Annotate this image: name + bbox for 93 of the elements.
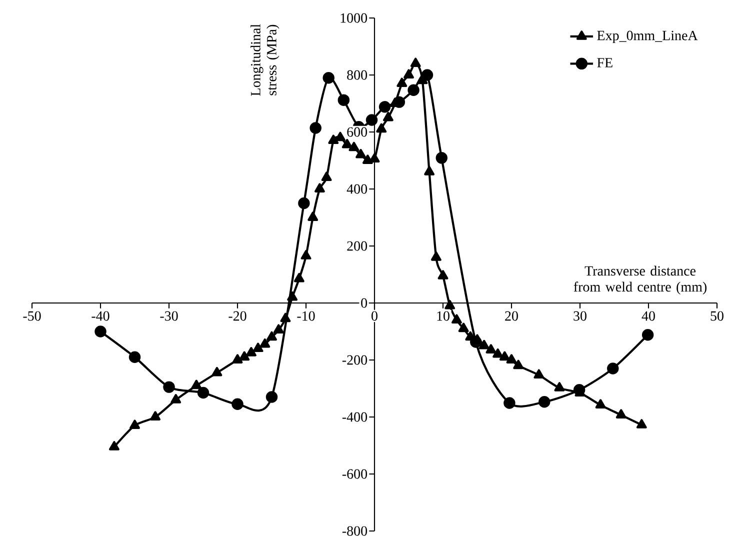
point (232, 354, 243, 364)
point (378, 101, 391, 113)
point (342, 138, 352, 148)
x-tick-label: 30 (574, 311, 586, 321)
point (246, 346, 256, 356)
point (408, 84, 420, 96)
point (616, 409, 626, 418)
point (94, 326, 106, 338)
x-tick-label: -20 (228, 311, 246, 321)
point (287, 291, 298, 301)
point (506, 354, 517, 364)
point (170, 394, 182, 404)
x-tick-label: 50 (710, 311, 724, 321)
y-tick-label: -800 (342, 526, 368, 536)
point (470, 336, 482, 348)
point (280, 312, 291, 322)
point (150, 411, 161, 420)
y-tick-label: 400 (346, 184, 368, 194)
point (197, 386, 210, 399)
point (191, 380, 202, 390)
point (308, 212, 318, 221)
point (538, 396, 550, 408)
point (294, 272, 304, 282)
point (239, 351, 250, 361)
y-tick-label: 0 (361, 298, 368, 308)
y-tick-label: 600 (347, 127, 368, 137)
point (310, 122, 322, 134)
legend-label: Exp_0mm_LineA (597, 30, 698, 44)
y-tick-label: 800 (347, 70, 368, 80)
point (338, 94, 350, 106)
x-tick-label: 40 (642, 311, 655, 321)
y-axis-title: Longitudinal stress (MPa) (250, 24, 280, 96)
y-tick-label: -200 (342, 355, 368, 365)
point (130, 420, 140, 430)
point (424, 166, 435, 176)
point (504, 397, 516, 409)
point (335, 132, 346, 142)
x-tick-label: 10 (437, 311, 450, 321)
point (266, 331, 277, 341)
point (252, 342, 264, 352)
point (421, 69, 434, 81)
point (513, 360, 524, 370)
point (232, 398, 244, 410)
point (458, 322, 469, 332)
point (321, 172, 332, 182)
point (382, 112, 394, 122)
point (356, 148, 366, 158)
point (128, 351, 141, 364)
point (595, 399, 606, 408)
point (436, 152, 448, 164)
point (636, 419, 647, 428)
point (108, 441, 120, 450)
legend-label: FE (597, 58, 612, 68)
x-tick-label: -10 (297, 311, 315, 321)
point (573, 384, 586, 396)
point (366, 114, 378, 126)
point (212, 366, 222, 376)
point (554, 382, 565, 392)
point (348, 142, 360, 152)
x-tick-label: 0 (372, 311, 378, 321)
x-tick-label: 20 (505, 311, 518, 321)
point (534, 369, 544, 379)
y-tick-label: -400 (342, 412, 368, 422)
point (322, 72, 334, 84)
point (607, 362, 619, 374)
point (444, 300, 456, 310)
x-axis-title: Transverse distance from weld centre (mm) (574, 266, 707, 294)
point (486, 344, 496, 354)
point (163, 381, 175, 393)
point (396, 78, 408, 88)
x-tick-label: -30 (160, 311, 178, 321)
point (273, 324, 284, 334)
point (642, 329, 654, 341)
point (314, 183, 325, 192)
point (492, 348, 504, 358)
point (499, 351, 510, 361)
point (376, 123, 387, 133)
y-tick-label: 1000 (340, 13, 368, 23)
x-tick-label: -50 (23, 311, 41, 321)
point (298, 197, 310, 210)
point (451, 314, 462, 324)
point (410, 58, 421, 68)
point (438, 270, 448, 280)
point (266, 391, 278, 403)
y-tick-label: 200 (347, 241, 368, 251)
x-tick-label: -40 (92, 311, 110, 321)
point (328, 134, 339, 144)
point (404, 69, 414, 78)
point (478, 340, 490, 350)
point (260, 338, 270, 348)
point (300, 250, 312, 260)
point (430, 252, 442, 261)
y-tick-label: -600 (342, 469, 368, 479)
